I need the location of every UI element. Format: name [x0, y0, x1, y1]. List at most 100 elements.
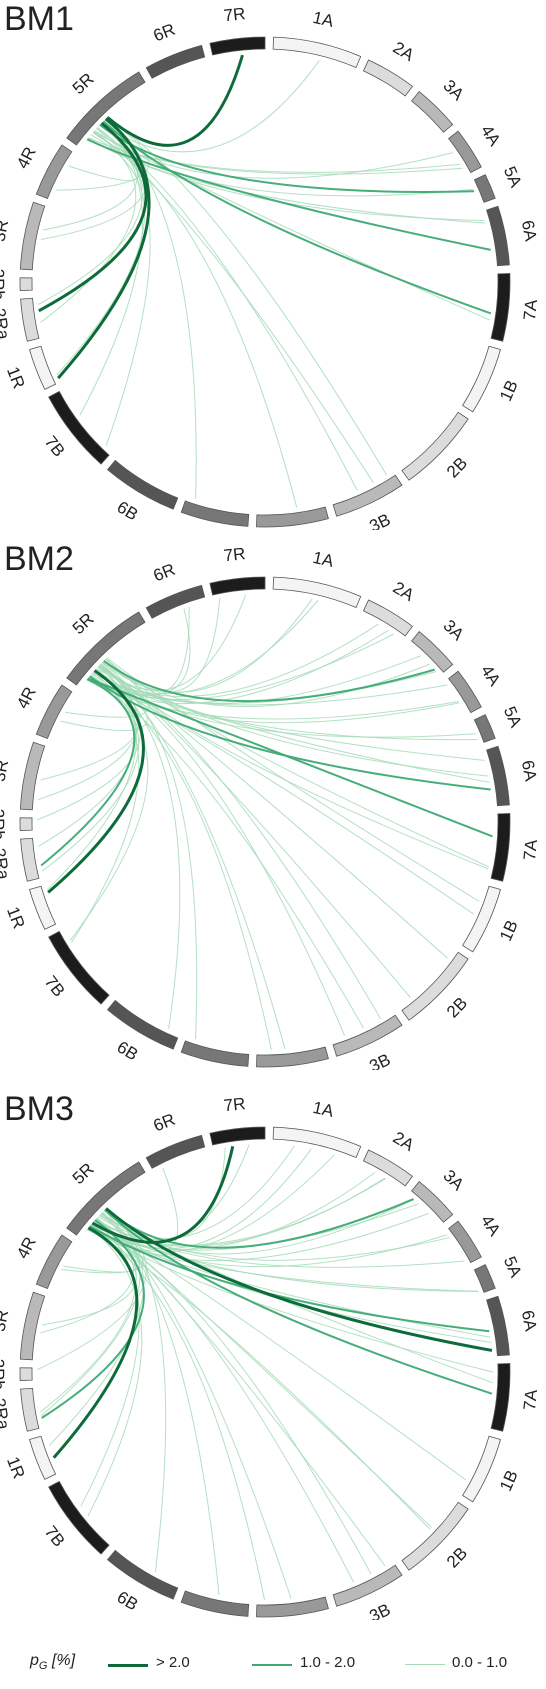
chromosome-label-5r: 5R	[69, 1159, 98, 1188]
chromosome-label-3b: 3B	[366, 510, 393, 530]
chromosome-label-6a: 6A	[518, 1309, 541, 1334]
link-weak	[46, 666, 137, 891]
link-weak	[95, 1144, 250, 1241]
circos-plot-bm3: 1A2A3A4A5A6A7A1B2B3B4B5B6B7B1R2Ra2Rb3R4R…	[0, 1094, 541, 1620]
chromosome-segment-7a	[490, 813, 511, 882]
circos-plot-bm1: 1A2A3A4A5A6A7A1B2B3B4B5B6B7B1R2Ra2Rb3R4R…	[0, 4, 541, 530]
link-strong	[106, 54, 244, 147]
chromosome-label-3a: 3A	[439, 1166, 468, 1195]
link-strong	[91, 1145, 235, 1244]
chromosome-segment-2ra	[20, 297, 40, 342]
link-strong	[105, 1207, 493, 1352]
chromosome-segment-5r	[66, 611, 146, 686]
chromosome-segment-2a	[362, 59, 414, 97]
chromosome-label-3r: 3R	[0, 758, 12, 783]
link-weak	[88, 676, 476, 738]
chromosome-label-5a: 5A	[500, 164, 526, 191]
link-weak	[106, 1207, 167, 1573]
chromosome-segment-2b	[401, 411, 469, 481]
link-strong	[52, 1226, 139, 1459]
chromosome-segment-3r	[19, 1291, 46, 1361]
chromosome-segment-1a	[272, 1126, 362, 1159]
legend-title-subscript: G	[38, 1660, 48, 1673]
chromosome-segment-4b	[256, 506, 329, 528]
chromosome-segment-1r	[28, 885, 57, 930]
chromosome-segment-4b	[256, 1596, 329, 1618]
chromosome-label-4a: 4A	[477, 122, 505, 150]
chromosome-segment-4b	[256, 1046, 329, 1068]
chromosome-label-5a: 5A	[500, 1254, 526, 1281]
chromosome-segment-7a	[490, 273, 511, 342]
chromosome-segment-4r	[35, 144, 73, 200]
chromosome-label-3b: 3B	[366, 1050, 393, 1070]
chromosome-label-6b: 6B	[114, 497, 142, 524]
chromosome-segment-2ra	[20, 837, 40, 882]
legend-title: pG [%]	[30, 1652, 75, 1672]
chromosome-label-2ra: 2Ra	[0, 307, 13, 341]
chromosome-label-5r: 5R	[69, 609, 98, 638]
link-weak	[106, 117, 387, 476]
link-weak	[98, 594, 247, 691]
chromosome-label-7r: 7R	[223, 4, 247, 25]
chromosome-segment-6a	[486, 745, 510, 807]
chromosome-segment-2ra	[20, 1387, 40, 1432]
legend-label-strong: > 2.0	[156, 1654, 190, 1671]
chromosome-segment-7b	[48, 390, 110, 465]
chromosome-segment-7a	[490, 1363, 511, 1432]
chromosome-label-7b: 7B	[41, 432, 69, 460]
chromosome-label-7b: 7B	[41, 972, 69, 1000]
link-weak	[89, 676, 474, 915]
chromosome-segment-7r	[209, 1126, 266, 1146]
chromosome-segment-5r	[66, 1161, 146, 1236]
chromosome-label-2a: 2A	[390, 1128, 418, 1155]
link-group	[37, 54, 492, 508]
chromosome-segment-3b	[332, 1564, 403, 1607]
chromosome-segment-3b	[332, 1014, 403, 1057]
chromosome-segment-1r	[28, 345, 57, 390]
chromosome-label-2ra: 2Ra	[0, 1397, 13, 1431]
chromosome-label-7a: 7A	[520, 298, 541, 321]
link-weak	[103, 660, 489, 868]
link-mid	[40, 678, 136, 867]
link-weak	[95, 1218, 465, 1268]
chromosome-segment-1a	[272, 36, 362, 69]
chromosome-segment-2rb	[19, 817, 33, 831]
chromosome-segment-5a	[473, 1264, 496, 1293]
chromosome-segment-3r	[19, 741, 46, 811]
chromosome-segment-1r	[28, 1435, 57, 1480]
chromosome-label-3r: 3R	[0, 1308, 12, 1333]
chromosome-segment-2b	[401, 1501, 469, 1571]
legend-swatch-strong	[108, 1664, 148, 1667]
chromosome-label-7b: 7B	[41, 1522, 69, 1550]
link-strong	[57, 117, 151, 380]
chromosome-segment-2rb	[19, 1367, 33, 1381]
legend-label-mid: 1.0 - 2.0	[300, 1654, 356, 1671]
link-weak	[104, 119, 197, 500]
chromosome-label-6a: 6A	[518, 759, 541, 784]
link-mid	[103, 659, 435, 703]
chromosome-segment-3a	[411, 631, 454, 673]
chromosome-segment-2a	[362, 599, 414, 637]
chromosome-label-6r: 6R	[151, 20, 178, 46]
link-weak	[87, 1226, 143, 1517]
panel-title-bm2: BM2	[4, 540, 74, 578]
panel-title-bm1: BM1	[4, 0, 74, 38]
link-weak	[40, 1212, 137, 1413]
chromosome-label-6b: 6B	[114, 1587, 142, 1614]
link-weak	[97, 666, 198, 1040]
chromosome-label-5r: 5R	[69, 69, 98, 98]
chromosome-label-4r: 4R	[13, 144, 40, 172]
chromosome-label-7a: 7A	[520, 838, 541, 861]
link-weak	[101, 60, 320, 153]
chromosome-label-1r: 1R	[3, 1454, 29, 1481]
chromosome-segment-4a	[448, 670, 482, 714]
link-weak	[56, 134, 145, 376]
link-weak	[92, 131, 298, 508]
chromosome-segment-4a	[448, 1220, 482, 1264]
legend-swatch-mid	[252, 1664, 292, 1666]
chromosome-segment-6b	[106, 459, 179, 510]
legend: pG [%] > 2.0 1.0 - 2.0 0.0 - 1.0	[30, 1650, 530, 1680]
chromosome-label-2b: 2B	[443, 453, 471, 481]
chromosome-segment-6a	[486, 205, 510, 267]
link-mid	[89, 675, 491, 791]
